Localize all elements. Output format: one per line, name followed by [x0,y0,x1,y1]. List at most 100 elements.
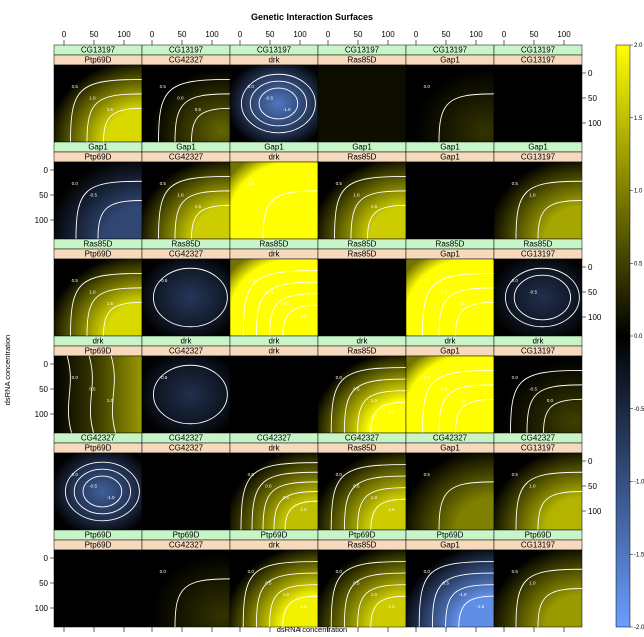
heat-cell-r0c2 [229,64,319,143]
y-axis-label: dsRNA concentration [3,335,12,405]
strip-top-label-r3c3: drk [356,337,368,346]
strip-top-label-r0c5: CG13197 [521,46,556,55]
contour-line-r1c1-0 [158,175,231,240]
heat-cell-r0c5 [493,64,583,143]
contour-line-r5c3-2 [357,584,407,628]
panel-row-gap1: Gap1Ptp69D0.0-0.5Gap1CG423270.51.01.5Gap… [53,141,583,240]
heat-cell-r3c3 [317,355,407,434]
strip-bottom-label-r1c2: drk [268,153,280,162]
contour-label-r3c5-0: 0.0 [512,375,519,380]
contour-label-r2c0-1: 1.0 [89,290,96,295]
contour-line-r2c0-1 [86,287,143,337]
contour-line-r4c0-1 [73,468,132,515]
contour-label-r0c4-0: 0.0 [424,84,431,89]
panel-row-cg42327: CG42327Ptp69D0.0-0.5-1.0CG42327CG42327CG… [53,432,583,531]
strip-bottom-label-r5c0: Ptp69D [85,541,112,550]
heat-cell-r4c5 [493,452,583,531]
strip-top-label-r0c0: CG13197 [81,46,116,55]
colorbar-tick-label-7: -1.5 [634,552,644,558]
contour-line-r4c3-0 [330,464,407,531]
strip-bottom-label-r0c4: Gap1 [440,56,460,65]
left-tick-label-r5-0: 0 [44,554,49,563]
panel-row-cg13197: CG13197Ptp69D0.51.01.5CG13197CG423270.50… [53,44,583,143]
strip-bottom-label-r1c3: Ras85D [348,153,377,162]
colorbar-tick-label-5: -0.5 [634,407,644,413]
contour-line-r5c3-3 [370,595,407,628]
strip-top-label-r3c4: drk [444,337,456,346]
strip-top-label-r1c0: Gap1 [88,143,108,152]
contour-line-r1c3-1 [350,190,407,240]
strip-top-label-r1c5: Gap1 [528,143,548,152]
contour-line-r3c1-0 [152,364,228,425]
contour-line-r4c0-2 [82,475,123,508]
strip-bottom-label-r3c1: CG42327 [169,347,204,356]
left-tick-label-r3-2: 100 [35,410,49,419]
contour-label-r3c5-1: -0.5 [529,387,537,392]
contour-label-r5c3-0: 0.0 [336,569,343,574]
contour-line-r2c0-0 [70,272,143,337]
right-tick-label-r2-2: 100 [588,313,602,322]
contour-line-r0c2-0 [240,73,316,134]
contour-line-r5c2-3 [282,595,319,628]
strip-bottom-label-r4c2: drk [268,444,280,453]
contour-line-r3c3-0 [330,367,407,434]
strip-top-label-r4c1: CG42327 [169,434,204,443]
colorbar-tick-label-8: -2.0 [634,625,644,631]
contour-label-r3c1-0: -0.5 [160,375,168,380]
top-tick-label-c3-0: 0 [326,30,331,39]
contour-line-r3c5-2 [543,398,583,434]
contour-line-r5c2-0 [242,561,319,628]
heat-cell-r2c1 [141,258,231,337]
strip-top-label-r3c5: drk [532,337,544,346]
top-tick-label-c1-0: 0 [150,30,155,39]
contour-label-r0c2-2: -1.0 [283,107,291,112]
heat-cell-r2c4 [405,258,495,337]
strip-bottom-label-r5c2: drk [268,541,280,550]
top-tick-label-c4-1: 50 [442,30,451,39]
top-tick-label-c1-1: 50 [178,30,187,39]
contour-label-r5c2-0: 0.0 [248,569,255,574]
strip-top-label-r1c4: Gap1 [440,143,460,152]
left-tick-label-r5-2: 100 [35,604,49,613]
contour-label-r1c0-0: 0.0 [72,181,79,186]
right-tick-label-r2-0: 0 [588,263,593,272]
contour-line-r2c2-3 [282,304,319,337]
strip-top-label-r2c5: Ras85D [524,240,553,249]
contour-label-r5c4-0: 0.0 [424,569,431,574]
contour-label-r1c1-0: 0.5 [160,181,167,186]
top-tick-label-c2-2: 100 [293,30,307,39]
contour-line-r0c0-2 [103,107,143,143]
left-tick-label-r1-0: 0 [44,166,49,175]
colorbar-tick-label-0: 2.0 [634,43,643,49]
contour-line-r3c3-3 [370,401,407,434]
heat-cell-r1c5 [493,161,583,240]
contour-line-r1c5-1 [537,200,583,240]
strip-bottom-label-r3c4: Gap1 [440,347,460,356]
strip-top-label-r5c2: Ptp69D [261,531,288,540]
heat-cell-r0c1 [141,64,231,143]
contour-line-r3c3-2 [357,390,407,434]
heat-cell-r4c2 [229,452,319,531]
heat-cell-r5c2 [229,549,319,628]
strip-bottom-label-r4c5: CG13197 [521,444,556,453]
contour-line-r1c1-2 [191,204,231,240]
contour-line-r1c0-1 [97,200,143,240]
contour-label-r4c0-0: 0.0 [72,472,79,477]
contour-label-r2c1-0: -0.5 [160,278,168,283]
contour-label-r5c3-2: 1.0 [371,592,378,597]
strip-bottom-label-r3c0: Ptp69D [85,347,112,356]
right-tick-label-r4-1: 50 [588,482,597,491]
contour-line-r3c0-1 [88,355,95,434]
contour-line-r5c4-3 [458,595,495,628]
contour-line-r2c2-1 [255,281,319,337]
strip-top-label-r4c4: CG42327 [433,434,468,443]
